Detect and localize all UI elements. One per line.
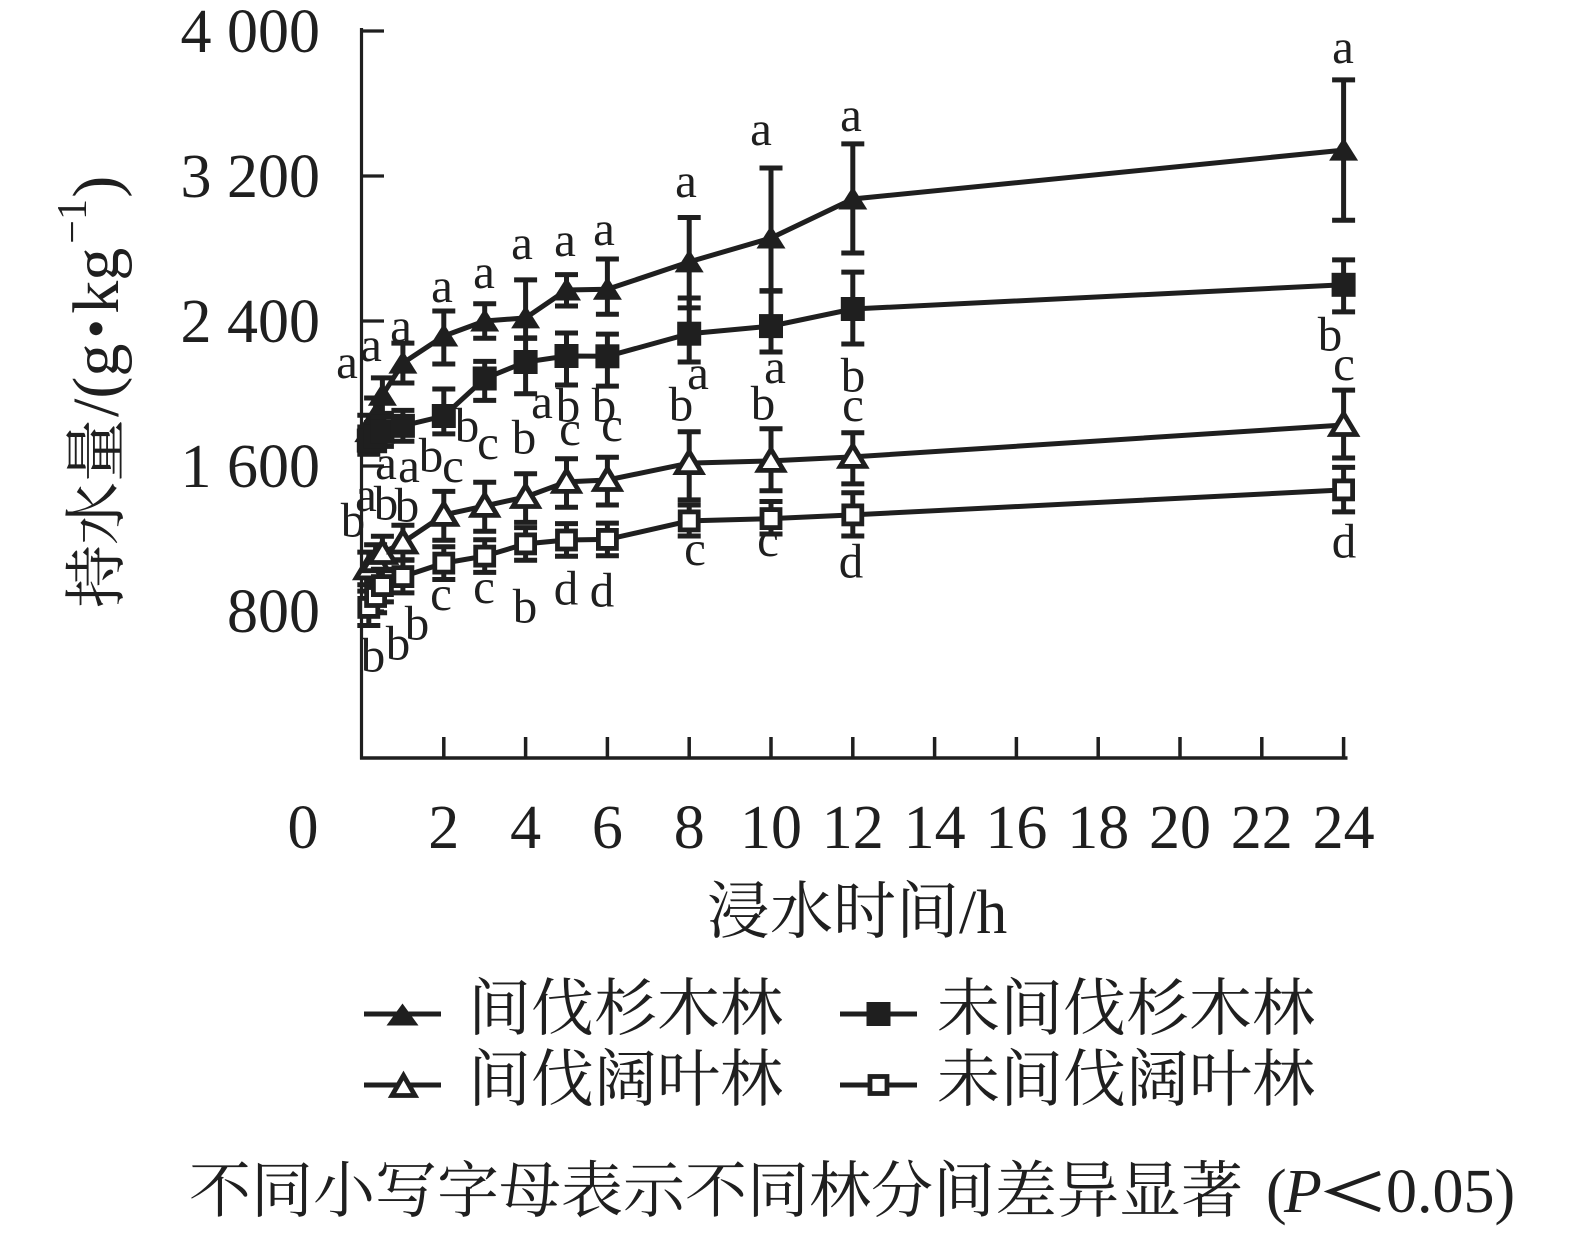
- svg-text:kg: kg: [60, 248, 133, 314]
- svg-text:c: c: [684, 521, 706, 576]
- svg-text:20: 20: [1149, 794, 1211, 862]
- svg-text:c: c: [757, 512, 779, 567]
- svg-text:2 400: 2 400: [181, 288, 321, 356]
- svg-text:800: 800: [227, 578, 320, 646]
- svg-text:a: a: [531, 374, 553, 429]
- svg-text:a: a: [750, 101, 772, 156]
- svg-text:a: a: [336, 334, 358, 389]
- svg-text:a: a: [375, 435, 397, 490]
- svg-text:a: a: [687, 345, 709, 400]
- svg-text:): ): [60, 176, 133, 198]
- svg-text:c: c: [1333, 336, 1355, 391]
- svg-text:a: a: [593, 201, 615, 256]
- svg-text:d: d: [839, 534, 864, 589]
- svg-text:b: b: [374, 476, 399, 531]
- svg-text:2: 2: [428, 794, 459, 862]
- svg-text:a: a: [1332, 19, 1354, 74]
- svg-text:22: 22: [1231, 794, 1293, 862]
- svg-text:b: b: [395, 478, 420, 533]
- svg-text:c: c: [473, 559, 495, 614]
- svg-text:c: c: [430, 566, 452, 621]
- svg-text:8: 8: [674, 794, 705, 862]
- svg-text:c: c: [601, 397, 623, 452]
- svg-text:10: 10: [740, 794, 802, 862]
- svg-text:6: 6: [592, 794, 623, 862]
- svg-text:0: 0: [288, 794, 319, 862]
- svg-text:0.05): 0.05): [1386, 1158, 1515, 1226]
- svg-text:b: b: [386, 616, 411, 671]
- svg-text:b: b: [592, 378, 617, 433]
- svg-text:16: 16: [985, 794, 1047, 862]
- svg-text:−1: −1: [50, 199, 96, 244]
- svg-text:b: b: [405, 596, 430, 651]
- svg-text:b: b: [556, 378, 581, 433]
- svg-text:b: b: [751, 376, 776, 431]
- svg-text:1 600: 1 600: [181, 433, 321, 501]
- svg-text:b: b: [669, 377, 694, 432]
- svg-text:3 200: 3 200: [181, 143, 321, 211]
- svg-text:a: a: [431, 258, 453, 313]
- svg-text:b: b: [1318, 307, 1343, 362]
- svg-text:14: 14: [904, 794, 966, 862]
- svg-text:a: a: [390, 298, 412, 353]
- svg-text:/h: /h: [959, 879, 1007, 947]
- svg-text:a: a: [764, 339, 786, 394]
- svg-text:a: a: [360, 317, 382, 372]
- svg-text:b: b: [419, 428, 444, 483]
- svg-text:a: a: [675, 153, 697, 208]
- svg-text:a: a: [355, 467, 377, 522]
- svg-text:a: a: [554, 212, 576, 267]
- svg-text:b: b: [512, 410, 537, 465]
- svg-text:/(g: /(g: [60, 344, 133, 417]
- svg-text:b: b: [341, 493, 366, 548]
- svg-text:c: c: [442, 438, 464, 493]
- svg-text:d: d: [590, 563, 615, 618]
- svg-text:c: c: [559, 401, 581, 456]
- svg-text:b: b: [455, 398, 480, 453]
- svg-text:18: 18: [1067, 794, 1129, 862]
- svg-text:4 000: 4 000: [181, 0, 321, 66]
- svg-text:P: P: [1283, 1158, 1322, 1226]
- svg-text:d: d: [554, 561, 579, 616]
- svg-text:b: b: [841, 348, 866, 403]
- svg-text:4: 4: [510, 794, 541, 862]
- svg-text:a: a: [473, 244, 495, 299]
- svg-text:(: (: [1266, 1158, 1287, 1226]
- svg-text:24: 24: [1313, 794, 1375, 862]
- svg-text:a: a: [511, 215, 533, 270]
- svg-text:12: 12: [822, 794, 884, 862]
- svg-text:b: b: [361, 628, 386, 683]
- svg-text:a: a: [398, 438, 420, 493]
- svg-text:b: b: [513, 579, 538, 634]
- svg-text:c: c: [477, 415, 499, 470]
- svg-text:a: a: [840, 87, 862, 142]
- svg-text:d: d: [1332, 514, 1357, 569]
- svg-text:c: c: [842, 377, 864, 432]
